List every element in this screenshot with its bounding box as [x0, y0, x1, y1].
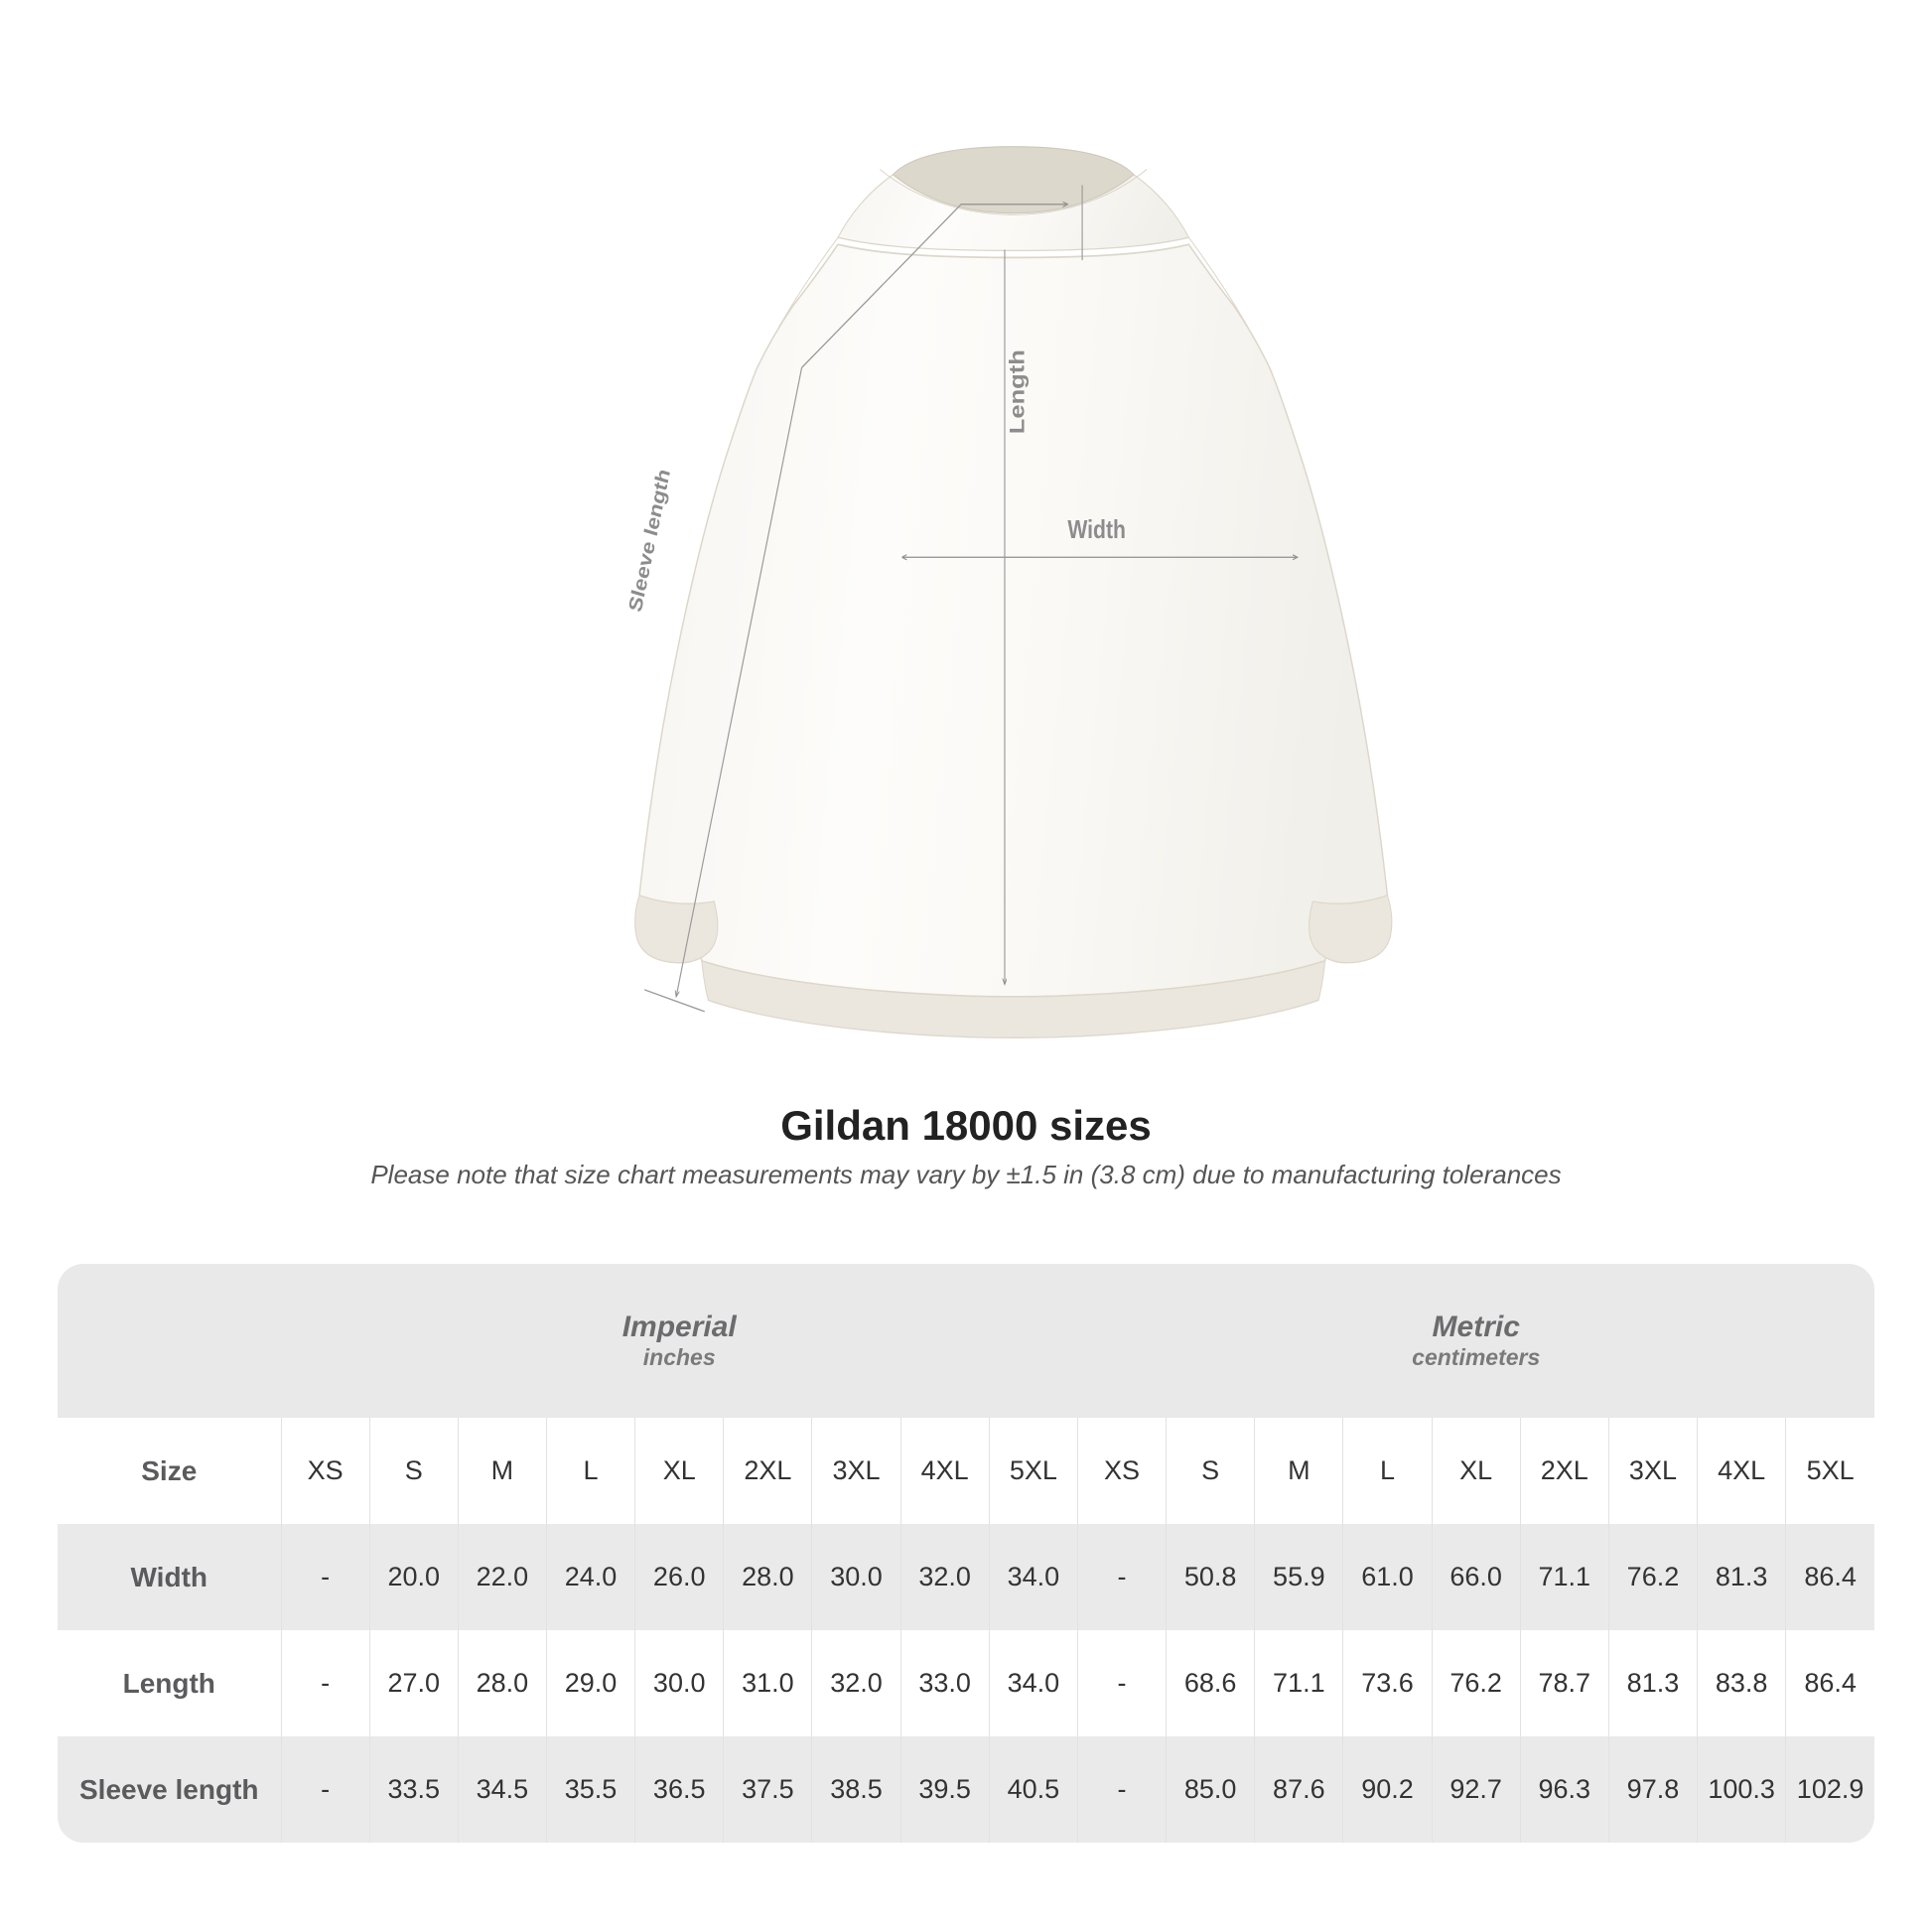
svg-text:Length: Length [1006, 349, 1029, 434]
svg-text:Sleeve length: Sleeve length [625, 467, 675, 615]
svg-text:Width: Width [1067, 515, 1126, 543]
